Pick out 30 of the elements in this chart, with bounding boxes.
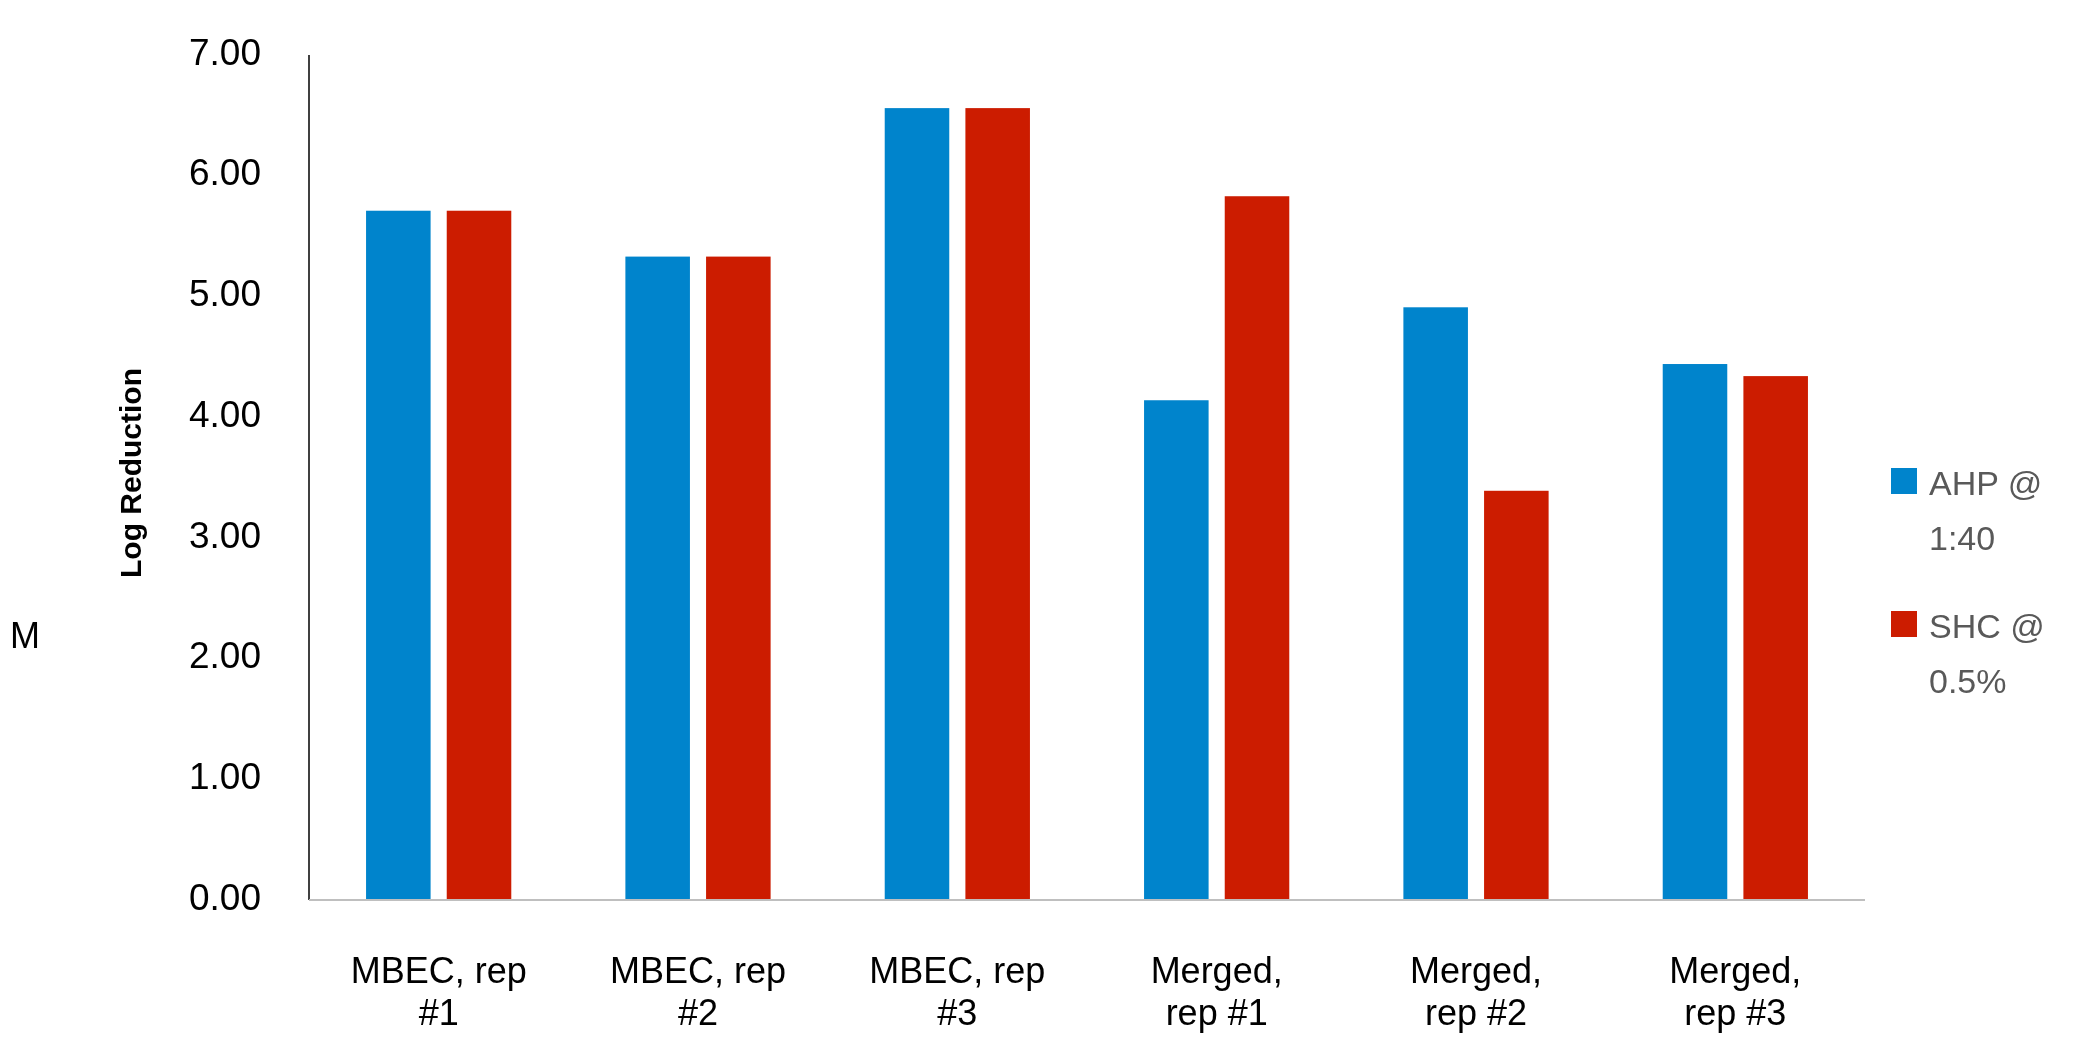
- x-tick-label: MBEC, rep #1: [350, 950, 527, 1033]
- bar: [884, 108, 950, 900]
- bar: [965, 108, 1030, 900]
- bar: [366, 210, 431, 900]
- y-tick-label: 3.00: [188, 514, 261, 556]
- bar: [446, 210, 512, 900]
- legend-label: AHP @ 1:40: [1929, 464, 2043, 557]
- bar: [625, 256, 690, 900]
- y-tick-label: 5.00: [188, 273, 261, 315]
- text: M: [10, 615, 40, 656]
- y-tick-label: 4.00: [188, 393, 261, 435]
- bar: [1144, 400, 1209, 900]
- bar: [1403, 307, 1468, 900]
- legend-label: SHC @ 0.5%: [1929, 607, 2045, 700]
- x-tick-label: MBEC, rep #3: [869, 950, 1046, 1033]
- x-tick-label: MBEC, rep #2: [609, 950, 787, 1033]
- x-tick-label: Merged, rep #2: [1409, 950, 1543, 1033]
- y-tick-label: 1.00: [188, 756, 261, 798]
- bar: [1484, 490, 1549, 900]
- bar: [1743, 376, 1808, 900]
- x-tick-label: Merged, rep #1: [1150, 950, 1283, 1033]
- y-tick-label: 7.00: [188, 31, 261, 73]
- bar: [1224, 196, 1290, 900]
- y-axis-title: Log Reduction: [114, 368, 147, 578]
- y-tick-label: 0.00: [188, 876, 261, 918]
- y-tick-label: 6.00: [188, 152, 261, 194]
- x-tick-label: Merged, rep #3: [1669, 950, 1802, 1033]
- bar: [1662, 364, 1728, 900]
- bar: [706, 256, 771, 900]
- y-tick-label: 2.00: [188, 635, 261, 677]
